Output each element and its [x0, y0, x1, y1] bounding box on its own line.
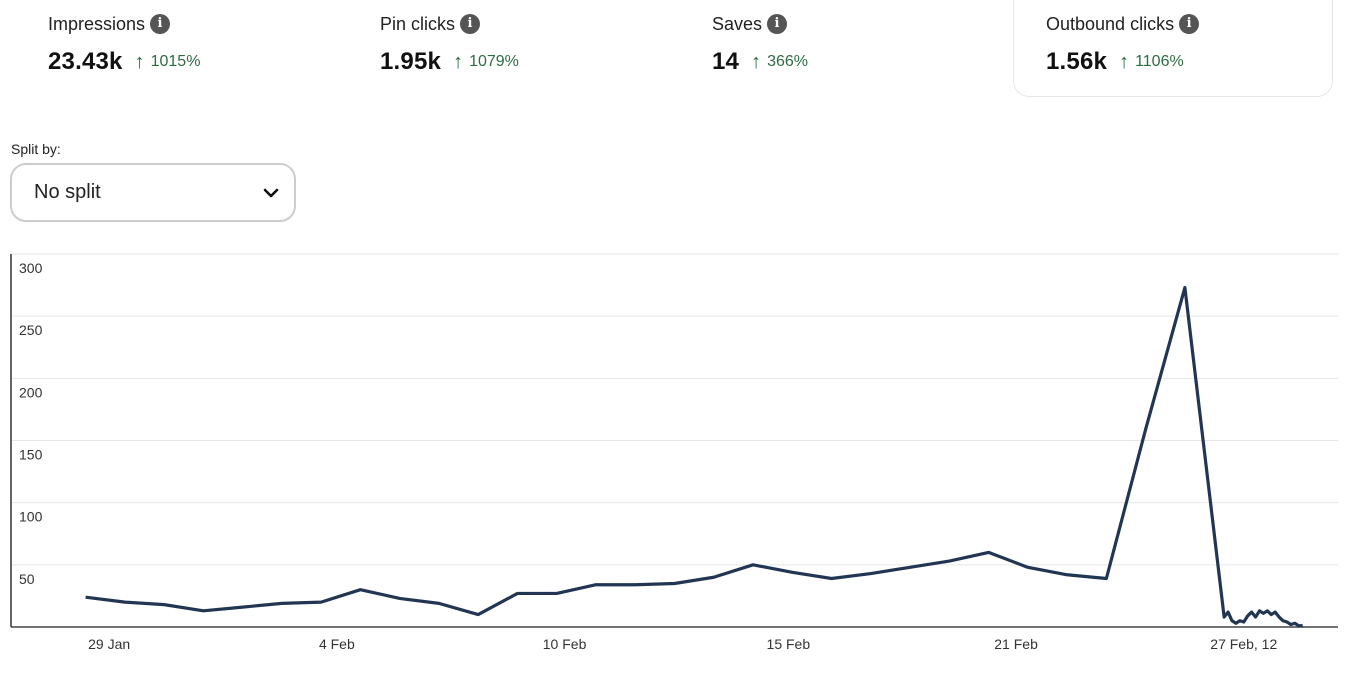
x-tick-label: 21 Feb [994, 636, 1038, 652]
x-tick-label: 4 Feb [319, 636, 355, 652]
split-by-value: No split [34, 181, 101, 203]
split-by-dropdown[interactable]: No split [10, 163, 296, 222]
metric-label: Saves [712, 13, 763, 34]
y-tick-label: 300 [19, 260, 43, 276]
metric-change: 1106% [1135, 53, 1184, 70]
info-icon[interactable]: i [767, 14, 788, 34]
metric-impressions[interactable]: Impressions i 23.43k ↑ 1015% [48, 12, 348, 76]
y-tick-label: 50 [19, 571, 35, 587]
metric-value: 14 [712, 48, 740, 75]
metric-value: 1.56k [1046, 48, 1108, 75]
x-tick-label: 27 Feb, 12 [1210, 636, 1277, 652]
info-icon[interactable]: i [460, 14, 481, 34]
metric-value: 1.95k [380, 48, 442, 75]
y-tick-label: 200 [19, 384, 43, 400]
arrow-up-icon: ↑ [134, 50, 145, 73]
series-line-outbound-clicks [85, 285, 1303, 628]
split-by-label: Split by: [11, 141, 61, 157]
info-icon[interactable]: i [150, 14, 171, 34]
y-tick-label: 150 [19, 447, 43, 463]
arrow-up-icon: ↑ [751, 50, 762, 73]
metric-value: 23.43k [48, 48, 123, 75]
metric-change: 1079% [469, 53, 519, 70]
y-tick-label: 100 [19, 509, 43, 525]
metric-label: Impressions [48, 13, 146, 34]
x-tick-label: 10 Feb [543, 636, 587, 652]
metric-pin-clicks[interactable]: Pin clicks i 1.95k ↑ 1079% [380, 12, 680, 76]
metric-outbound-clicks[interactable]: Outbound clicks i 1.56k ↑ 1106% [1013, 0, 1333, 97]
metric-saves[interactable]: Saves i 14 ↑ 366% [712, 12, 1012, 76]
metric-change: 1015% [150, 53, 201, 70]
arrow-up-icon: ↑ [1119, 50, 1130, 73]
metric-change: 366% [767, 53, 809, 70]
y-tick-label: 250 [19, 322, 43, 338]
metric-label: Pin clicks [380, 13, 456, 34]
x-tick-label: 15 Feb [767, 636, 811, 652]
info-icon[interactable]: i [1179, 14, 1200, 34]
chevron-down-icon [263, 188, 279, 197]
x-tick-label: 29 Jan [88, 636, 130, 652]
arrow-up-icon: ↑ [453, 50, 464, 73]
metric-label: Outbound clicks [1046, 13, 1175, 34]
